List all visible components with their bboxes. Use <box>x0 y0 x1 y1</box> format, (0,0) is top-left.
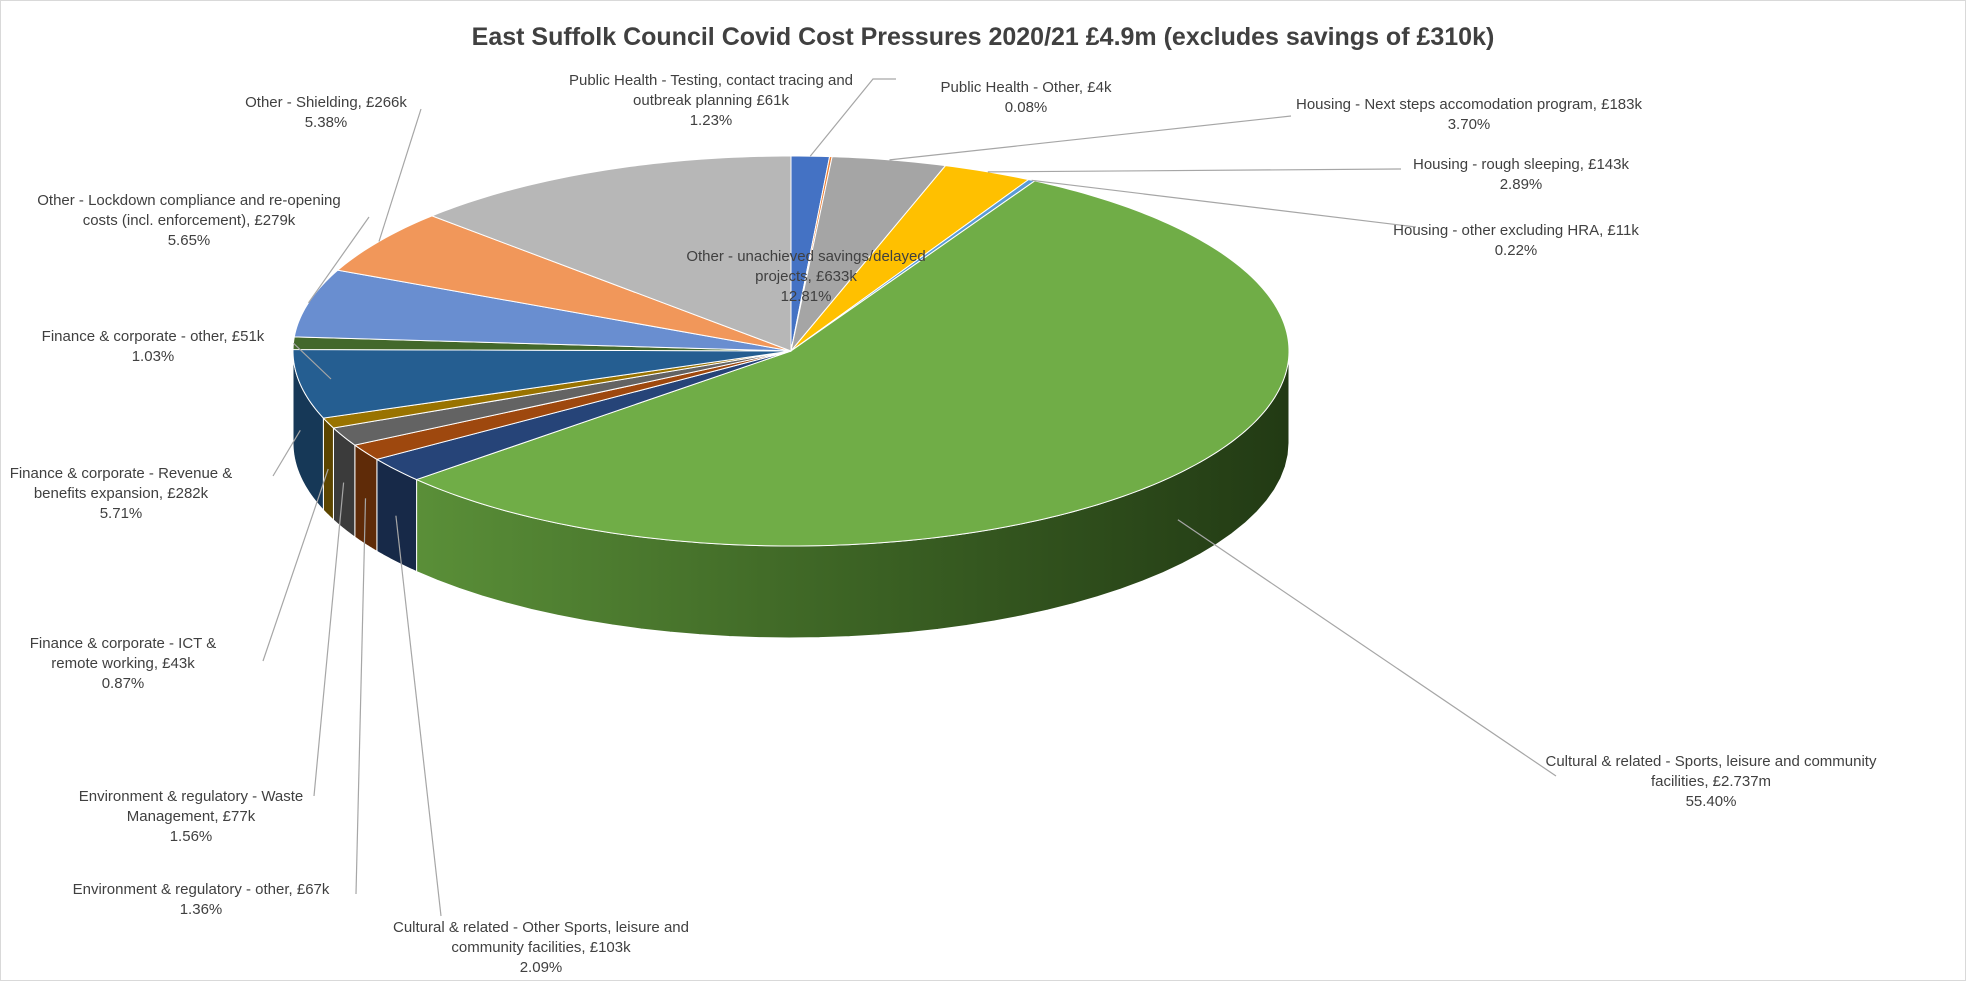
slice-label-line: 2.89% <box>1500 176 1543 193</box>
slice-label-line: Finance & corporate - Revenue & <box>10 465 233 482</box>
leader-lines <box>262 78 1557 917</box>
slice-label-line: Other - Lockdown compliance and re-openi… <box>37 192 341 209</box>
slice-label-line: outbreak planning £61k <box>633 92 789 109</box>
slice-cultural-other <box>375 350 792 481</box>
slice-label-line: Other - Shielding, £266k <box>245 94 407 111</box>
slice-label-env-other: Environment & regulatory - other, £67k 1.… <box>73 881 330 918</box>
slice-label-line: 55.40% <box>1686 793 1737 810</box>
leader-line-housing-next-steps <box>889 115 1292 161</box>
leader-line-env-other <box>355 498 367 895</box>
slice-label-fin-other: Finance & corporate - other, £51k 1.03% <box>42 328 265 365</box>
leader-line-ph-testing <box>809 78 896 157</box>
slice-env-other <box>353 350 792 460</box>
leader-line-housing-other <box>1031 179 1417 228</box>
slice-side-env-waste <box>332 426 356 539</box>
slice-label-cultural-sports: Cultural & related - Sports, leisure and… <box>1546 753 1877 810</box>
slice-label-line: facilities, £2.737m <box>1651 773 1771 790</box>
slice-label-line: remote working, £43k <box>51 655 195 672</box>
slice-label-line: Public Health - Testing, contact tracing… <box>569 72 853 89</box>
slice-label-line: 1.56% <box>170 828 213 845</box>
slice-labels: Public Health - Testing, contact tracing… <box>10 72 1877 976</box>
leader-line-env-waste <box>313 482 345 797</box>
slice-label-line: 12.81% <box>781 288 832 305</box>
leader-line-cultural-sports <box>1177 519 1557 777</box>
slice-side-env-other <box>354 444 378 553</box>
slice-label-line: Housing - rough sleeping, £143k <box>1413 156 1629 173</box>
slice-label-line: 5.71% <box>100 505 143 522</box>
slice-label-line: 5.38% <box>305 114 348 131</box>
slice-label-line: 2.09% <box>520 959 563 976</box>
slice-label-fin-revenue: Finance & corporate - Revenue & benefits … <box>10 465 233 522</box>
slice-label-env-waste: Environment & regulatory - Waste Manageme… <box>79 788 304 845</box>
slice-label-line: 0.87% <box>102 675 145 692</box>
slice-label-line: 1.36% <box>180 901 223 918</box>
slice-label-other-shielding: Other - Shielding, £266k 5.38% <box>245 94 407 131</box>
slice-label-housing-next-steps: Housing - Next steps accomodation progra… <box>1296 96 1643 133</box>
slice-label-line: Other - unachieved savings/delayed <box>686 248 925 265</box>
leader-line-fin-ict <box>262 468 329 662</box>
slice-label-cultural-other: Cultural & related - Other Sports, leisu… <box>393 919 689 976</box>
slice-env-waste <box>332 350 792 446</box>
slice-label-line: 3.70% <box>1448 116 1491 133</box>
slice-label-line: 1.23% <box>690 112 733 129</box>
slice-label-fin-ict: Finance & corporate - ICT & remote workin… <box>30 635 216 692</box>
leader-line-other-shielding <box>378 108 422 242</box>
slice-label-line: community facilities, £103k <box>451 939 631 956</box>
slice-side-fin-ict <box>322 416 334 522</box>
slice-other-unachieved <box>430 155 792 352</box>
slice-label-housing-rough: Housing - rough sleeping, £143k 2.89% <box>1413 156 1629 193</box>
slice-label-line: 0.08% <box>1005 99 1048 116</box>
leader-line-fin-revenue <box>272 429 301 477</box>
slice-label-line: 5.65% <box>168 232 211 249</box>
leader-line-other-lockdown <box>308 216 370 304</box>
slice-label-line: Public Health - Other, £4k <box>941 79 1112 96</box>
leader-line-housing-rough <box>987 168 1402 173</box>
leader-line-cultural-other <box>395 515 442 917</box>
slice-label-line: projects, £633k <box>755 268 857 285</box>
slice-label-line: Housing - other excluding HRA, £11k <box>1393 222 1639 239</box>
slice-label-line: costs (incl. enforcement), £279k <box>83 212 296 229</box>
slice-label-line: Cultural & related - Sports, leisure and… <box>1546 753 1877 770</box>
slice-label-ph-other: Public Health - Other, £4k 0.08% <box>941 79 1112 116</box>
slice-label-line: Cultural & related - Other Sports, leisu… <box>393 919 689 936</box>
slice-label-line: Management, £77k <box>127 808 256 825</box>
slice-label-ph-testing: Public Health - Testing, contact tracing… <box>569 72 853 129</box>
slice-housing-next-steps <box>790 156 947 352</box>
slice-label-line: Finance & corporate - other, £51k <box>42 328 265 345</box>
slice-cultural-sports <box>415 180 1290 547</box>
slice-label-line: Environment & regulatory - other, £67k <box>73 881 330 898</box>
slice-fin-revenue <box>292 349 792 419</box>
slice-label-line: 1.03% <box>132 348 175 365</box>
pie-slices <box>292 155 1290 547</box>
slice-label-other-unachieved: Other - unachieved savings/delayed projec… <box>686 248 925 305</box>
chart-title: East Suffolk Council Covid Cost Pressure… <box>472 23 1495 51</box>
slice-label-line: benefits expansion, £282k <box>34 485 209 502</box>
slice-label-line: Finance & corporate - ICT & <box>30 635 216 652</box>
slice-label-other-lockdown: Other - Lockdown compliance and re-openi… <box>37 192 341 249</box>
slice-label-line: Environment & regulatory - Waste <box>79 788 304 805</box>
leader-line-fin-other <box>292 342 332 380</box>
pie-side-walls <box>292 350 1290 639</box>
slice-label-housing-other: Housing - other excluding HRA, £11k 0.22% <box>1393 222 1639 259</box>
slice-label-line: 0.22% <box>1495 242 1538 259</box>
slice-label-line: Housing - Next steps accomodation progra… <box>1296 96 1643 113</box>
